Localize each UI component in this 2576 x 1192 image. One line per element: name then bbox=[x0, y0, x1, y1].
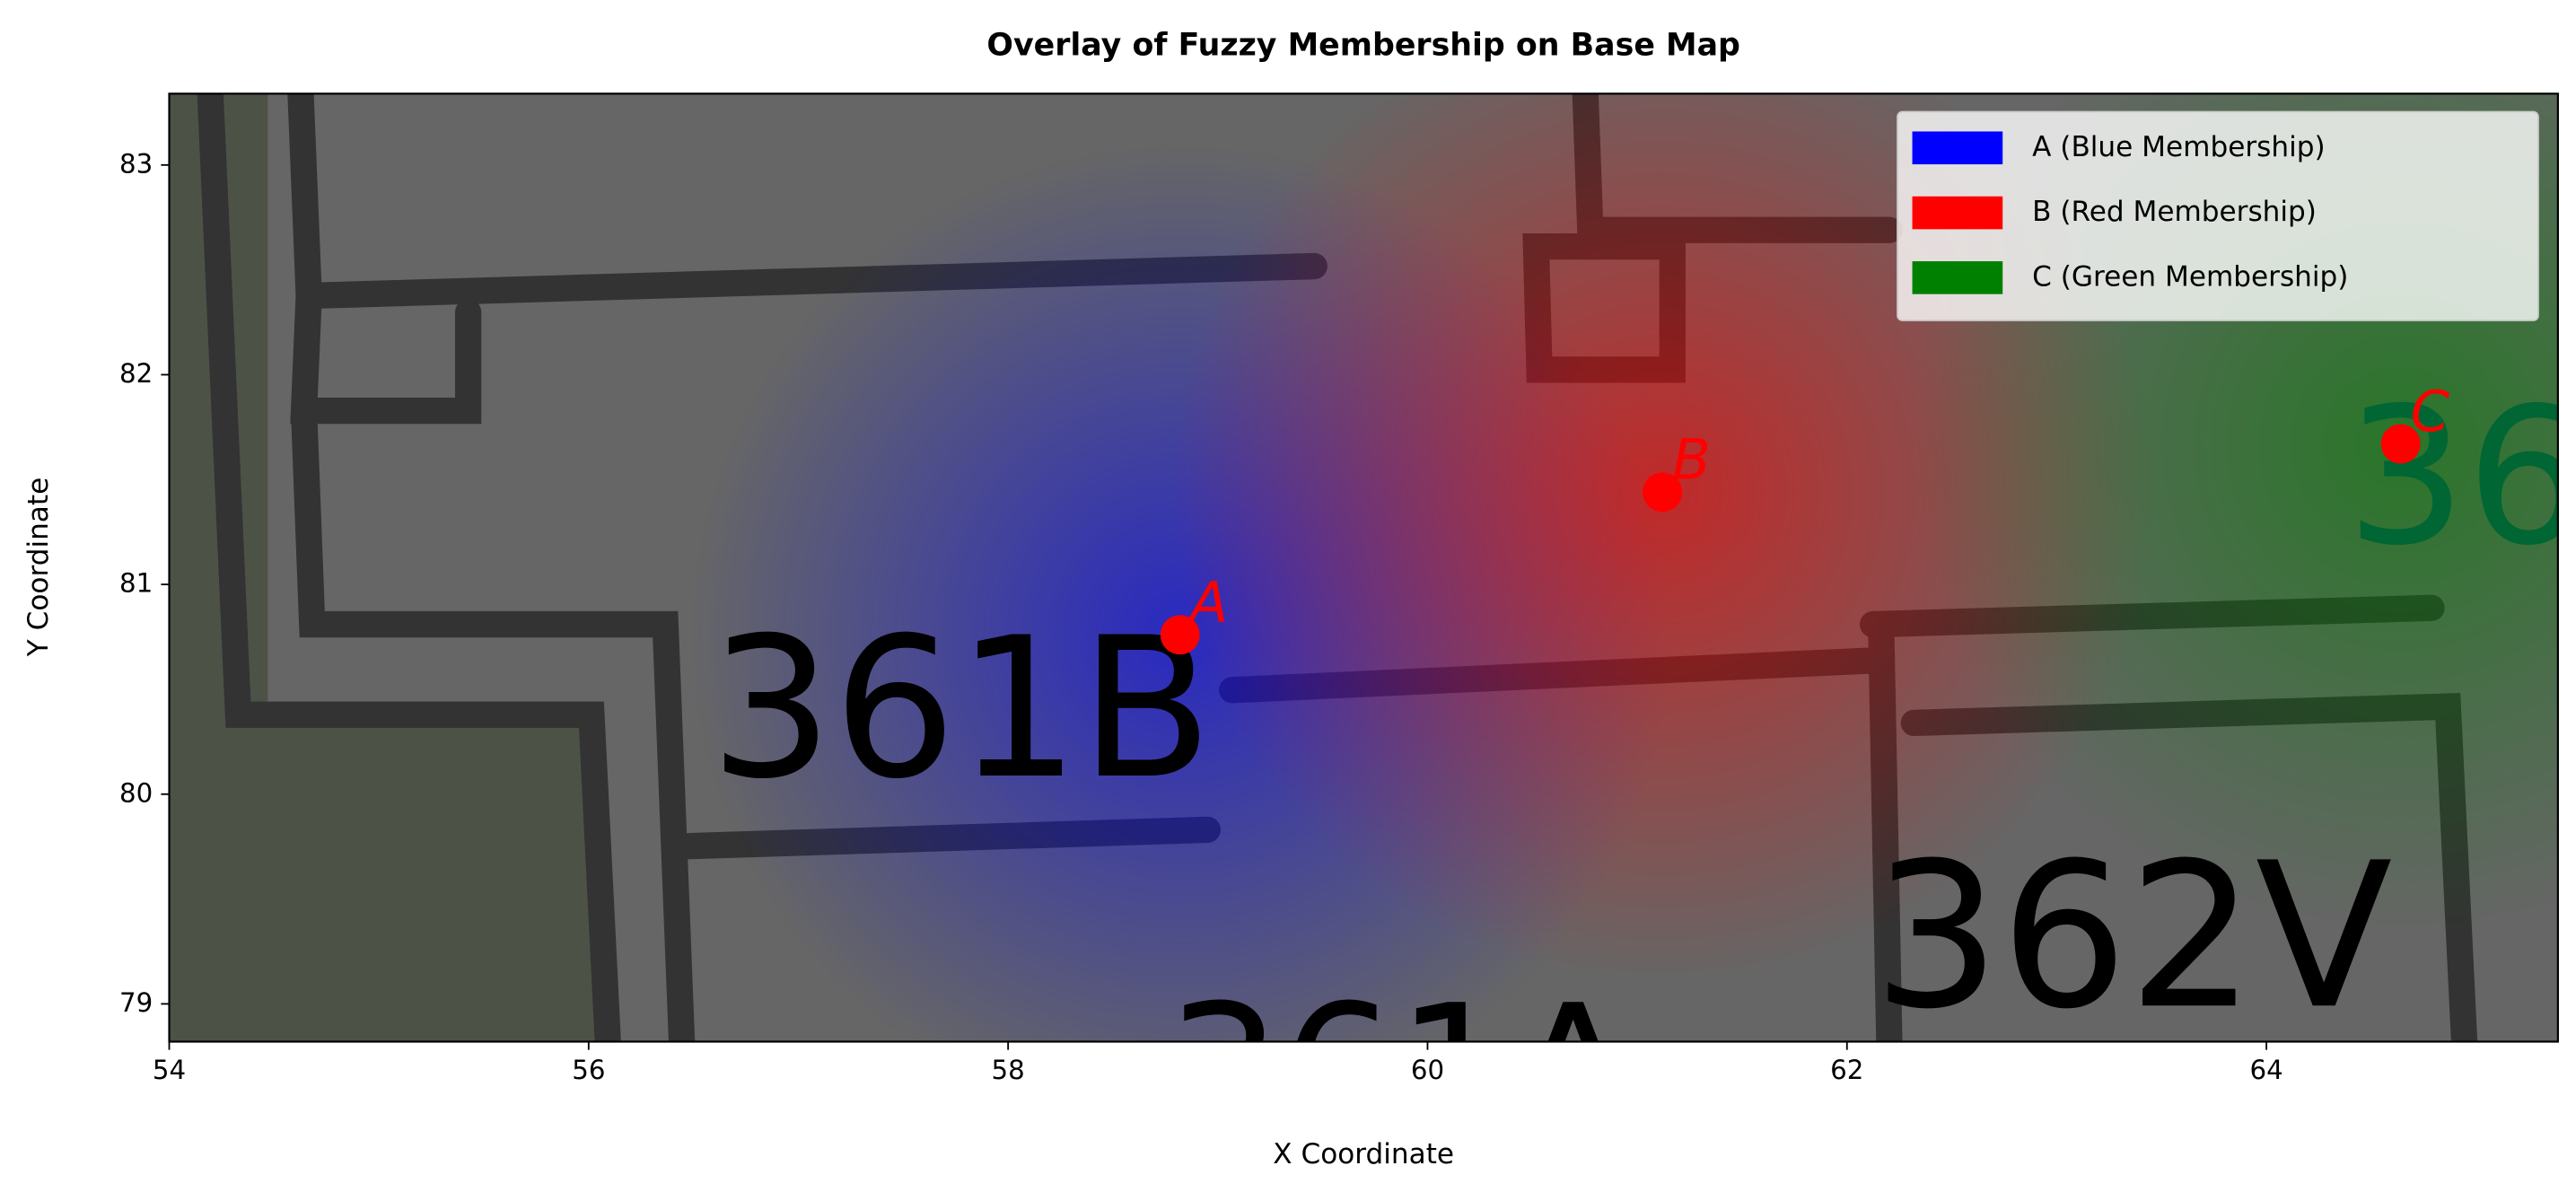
point-label: B bbox=[1672, 427, 1711, 493]
plot-frame bbox=[168, 92, 2559, 1043]
map-label: 36 bbox=[2346, 367, 2576, 587]
legend-box bbox=[1897, 110, 2539, 321]
map-label: 362V bbox=[1873, 820, 2393, 1053]
y-tick-label: 81 bbox=[119, 568, 153, 599]
legend-swatch bbox=[1912, 131, 2003, 165]
map-label: 361A bbox=[1167, 967, 1635, 1177]
point-label: C bbox=[2411, 379, 2450, 444]
x-tick-label: 58 bbox=[992, 1055, 1025, 1085]
y-tick-label: 80 bbox=[119, 777, 153, 808]
point bbox=[2380, 424, 2421, 464]
y-tick-label: 83 bbox=[119, 148, 153, 179]
x-tick-label: 56 bbox=[572, 1055, 605, 1085]
legend-swatch bbox=[1912, 261, 2003, 294]
legend: A (Blue Membership) B (Red Membership) C (… bbox=[1897, 110, 2539, 321]
y-tick-label: 82 bbox=[119, 358, 153, 389]
map-region bbox=[169, 706, 597, 1042]
y-tick-label: 79 bbox=[119, 987, 153, 1018]
map-label: 361B bbox=[710, 596, 1213, 821]
x-tick-label: 64 bbox=[2249, 1055, 2282, 1085]
point bbox=[1643, 472, 1683, 513]
chart-title: Overlay of Fuzzy Membership on Base Map bbox=[986, 27, 1740, 63]
x-tick-label: 60 bbox=[1411, 1055, 1444, 1085]
x-tick-label: 54 bbox=[153, 1055, 186, 1085]
legend-label: C (Green Membership) bbox=[2032, 260, 2348, 293]
x-axis-label: X Coordinate bbox=[1273, 1138, 1454, 1170]
legend-label: B (Red Membership) bbox=[2032, 196, 2317, 228]
point-label: A bbox=[1187, 570, 1229, 635]
legend-label: A (Blue Membership) bbox=[2032, 131, 2325, 163]
legend-swatch bbox=[1912, 196, 2003, 230]
y-axis-label: Y Coordinate bbox=[22, 478, 55, 657]
point bbox=[1160, 615, 1200, 655]
x-tick-label: 62 bbox=[1830, 1055, 1863, 1085]
